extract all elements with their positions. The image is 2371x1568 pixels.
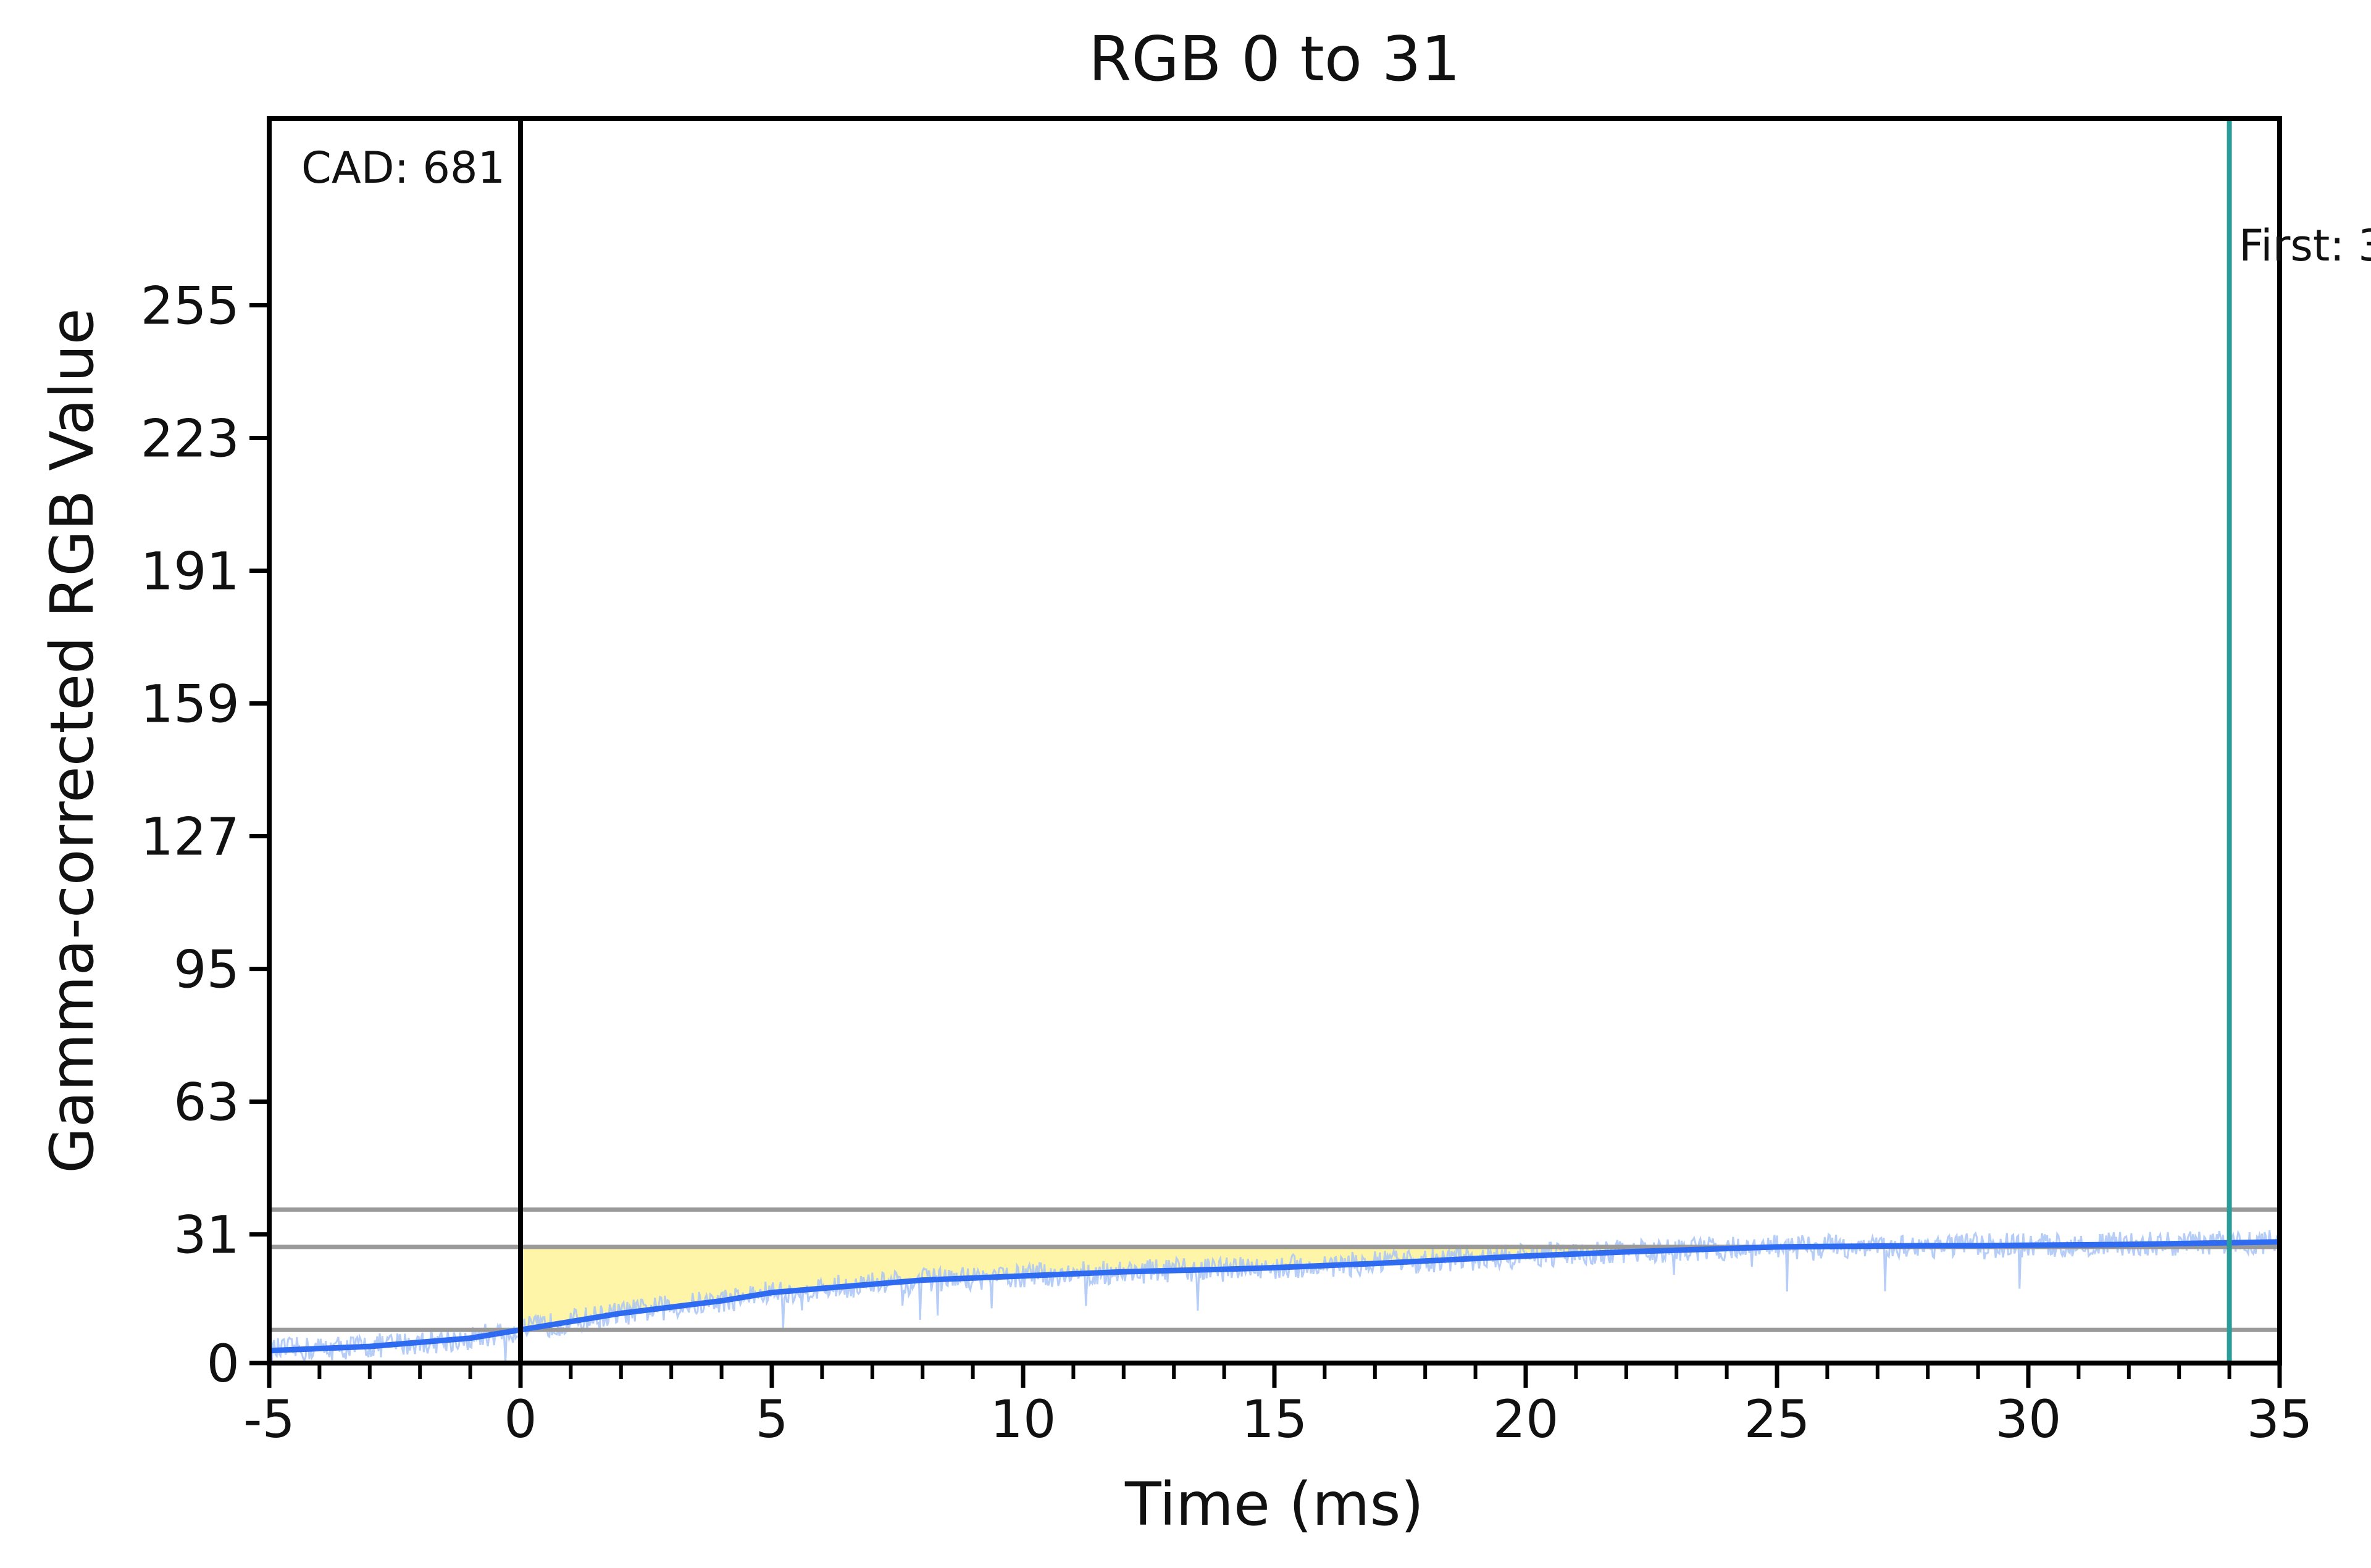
x-tick-label: 10 [990,1389,1056,1449]
x-tick-label: -5 [243,1389,295,1449]
y-tick-label: 159 [141,674,240,735]
x-tick-label: 0 [504,1389,537,1449]
x-axis-label: Time (ms) [1124,1470,1424,1539]
cad-annotation: CAD: 681 [301,143,505,193]
y-tick-label: 223 [141,408,240,469]
plot-area [249,116,2282,1388]
plot-frame [267,116,2282,1366]
y-axis-label: Gamma-corrected RGB Value [38,308,107,1173]
y-tick-label: 255 [141,275,240,336]
x-tick-label: 20 [1493,1389,1559,1449]
y-tick-label: 63 [174,1072,240,1133]
x-tick-label: 35 [2247,1389,2313,1449]
y-tick-label: 0 [207,1333,240,1394]
x-tick-label: 25 [1744,1389,1810,1449]
first-annotation: First: 3 [2239,220,2371,271]
x-tick-label: 30 [1996,1389,2062,1449]
x-tick-label: 5 [755,1389,788,1449]
raw-signal-trace [268,1229,2281,1364]
y-tick-label: 31 [174,1205,240,1266]
x-tick-label: 15 [1242,1389,1308,1449]
y-tick-label: 95 [174,940,240,1000]
highlight-region [521,1246,2230,1330]
y-tick-label: 191 [141,541,240,601]
y-tick-label: 127 [141,807,240,867]
chart-title: RGB 0 to 31 [1089,23,1460,95]
